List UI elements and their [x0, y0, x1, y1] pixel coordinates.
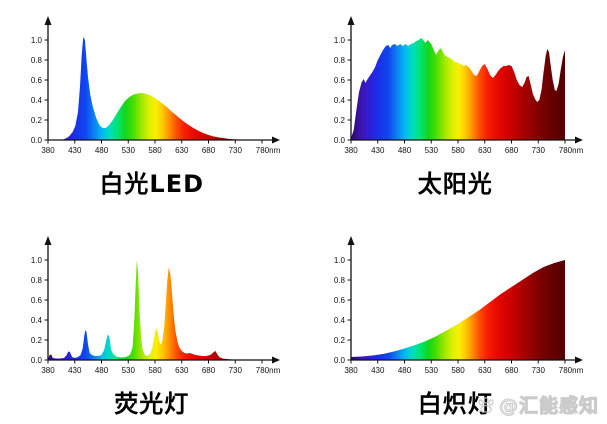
svg-text:780nm: 780nm — [256, 146, 281, 155]
svg-text:530: 530 — [425, 146, 439, 155]
svg-text:630: 630 — [175, 146, 189, 155]
svg-text:1.0: 1.0 — [334, 36, 346, 45]
y-axis-arrow — [44, 236, 52, 245]
spectrum-area — [47, 37, 262, 140]
svg-text:1.0: 1.0 — [31, 36, 43, 45]
svg-text:430: 430 — [371, 366, 385, 375]
svg-text:730: 730 — [228, 146, 242, 155]
svg-text:0.2: 0.2 — [31, 336, 43, 345]
svg-text:480: 480 — [95, 146, 109, 155]
svg-text:530: 530 — [121, 146, 135, 155]
axes — [47, 24, 272, 141]
spectrum-chart-fluorescent: 380 430 480 530 580 630 680 730 780nm0.00.20.40.… — [31, 236, 280, 375]
x-tick-labels: 380 430 480 530 580 630 680 730 780nm — [41, 360, 280, 375]
svg-text:630: 630 — [478, 366, 492, 375]
svg-text:480: 480 — [95, 366, 109, 375]
y-tick-labels: 0.0 0.2 0.4 0.6 0.8 1.0 — [334, 256, 352, 365]
svg-text:380: 380 — [345, 146, 359, 155]
x-tick-labels: 380 430 480 530 580 630 680 730 780nm — [345, 140, 584, 155]
chart-cell-white-led: 380 430 480 530 580 630 680 730 780nm 0.0 0.2 0.4 0.… — [0, 0, 304, 212]
chart-cell-fluorescent: 380 430 480 530 580 630 680 730 780nm 0.0 0.2 0.4 0.… — [0, 212, 304, 424]
paw-icon — [478, 396, 494, 413]
svg-text:380: 380 — [345, 366, 359, 375]
svg-text:780nm: 780nm — [559, 366, 584, 375]
watermark-handle: @汇能感知 — [498, 395, 599, 418]
svg-text:680: 680 — [505, 366, 519, 375]
spectrum-area — [47, 260, 262, 360]
svg-text:0.8: 0.8 — [31, 56, 43, 65]
spectrum-chart-white-led: 380 430 480 530 580 630 680 730 780nm0.00.20.40.… — [31, 16, 280, 155]
svg-text:530: 530 — [425, 366, 439, 375]
svg-text:0.6: 0.6 — [334, 76, 346, 85]
watermark: @汇能感知 — [476, 391, 599, 418]
svg-text:580: 580 — [452, 146, 466, 155]
svg-text:530: 530 — [121, 366, 135, 375]
chart-title-fluorescent: 荧光灯 — [114, 390, 190, 418]
svg-text:680: 680 — [202, 366, 216, 375]
y-tick-labels: 0.0 0.2 0.4 0.6 0.8 1.0 — [334, 36, 352, 145]
svg-text:0.6: 0.6 — [334, 296, 346, 305]
svg-text:430: 430 — [68, 366, 82, 375]
axes — [350, 24, 576, 141]
svg-text:0.8: 0.8 — [31, 276, 43, 285]
svg-text:0.0: 0.0 — [334, 356, 346, 365]
svg-text:0.8: 0.8 — [334, 56, 346, 65]
x-axis-arrow — [575, 356, 584, 364]
svg-text:730: 730 — [532, 146, 546, 155]
svg-text:580: 580 — [452, 366, 466, 375]
x-axis-arrow — [575, 136, 584, 144]
svg-text:480: 480 — [398, 366, 412, 375]
svg-text:0.4: 0.4 — [31, 316, 43, 325]
y-axis-arrow — [347, 16, 355, 25]
svg-text:0.0: 0.0 — [31, 356, 43, 365]
spectrum-area — [351, 260, 566, 360]
svg-text:780nm: 780nm — [559, 146, 584, 155]
svg-text:680: 680 — [505, 146, 519, 155]
svg-text:580: 580 — [148, 366, 162, 375]
svg-text:0.6: 0.6 — [31, 76, 43, 85]
svg-text:430: 430 — [371, 146, 385, 155]
svg-text:0.2: 0.2 — [334, 116, 346, 125]
axes — [47, 244, 272, 361]
svg-text:630: 630 — [175, 366, 189, 375]
axes — [350, 244, 576, 361]
y-axis-arrow — [347, 236, 355, 245]
chart-title-sunlight: 太阳光 — [417, 170, 493, 198]
svg-text:0.0: 0.0 — [334, 136, 346, 145]
svg-text:0.6: 0.6 — [31, 296, 43, 305]
spectrum-chart-incandescent: 380 430 480 530 580 630 680 730 780nm0.00.20.40.… — [334, 236, 584, 375]
chart-title-white-led: 白光LED — [99, 170, 205, 198]
svg-text:680: 680 — [202, 146, 216, 155]
x-tick-labels: 380 430 480 530 580 630 680 730 780nm — [345, 360, 584, 375]
svg-text:0.4: 0.4 — [31, 96, 43, 105]
svg-text:630: 630 — [478, 146, 492, 155]
svg-text:780nm: 780nm — [256, 366, 281, 375]
x-tick-labels: 380 430 480 530 580 630 680 730 780nm — [41, 140, 280, 155]
x-axis-arrow — [271, 136, 280, 144]
svg-text:480: 480 — [398, 146, 412, 155]
svg-text:0.2: 0.2 — [334, 336, 346, 345]
svg-text:1.0: 1.0 — [31, 256, 43, 265]
svg-text:730: 730 — [228, 366, 242, 375]
svg-text:580: 580 — [148, 146, 162, 155]
spectrum-chart-sunlight: 380 430 480 530 580 630 680 730 780nm0.00.20.40.… — [334, 16, 584, 155]
svg-text:730: 730 — [532, 366, 546, 375]
svg-text:380: 380 — [41, 366, 55, 375]
svg-text:0.8: 0.8 — [334, 276, 346, 285]
x-axis-arrow — [271, 356, 280, 364]
y-tick-labels: 0.0 0.2 0.4 0.6 0.8 1.0 — [31, 256, 48, 365]
svg-text:0.0: 0.0 — [31, 136, 43, 145]
svg-text:430: 430 — [68, 146, 82, 155]
y-tick-labels: 0.0 0.2 0.4 0.6 0.8 1.0 — [31, 36, 48, 145]
svg-text:0.4: 0.4 — [334, 96, 346, 105]
svg-text:380: 380 — [41, 146, 55, 155]
y-axis-arrow — [44, 16, 52, 25]
spectrum-area — [351, 38, 566, 140]
svg-text:0.4: 0.4 — [334, 316, 346, 325]
svg-text:1.0: 1.0 — [334, 256, 346, 265]
svg-text:0.2: 0.2 — [31, 116, 43, 125]
chart-cell-sunlight: 380 430 480 530 580 630 680 730 780nm 0.0 0.2 0.4 0.… — [304, 0, 607, 212]
